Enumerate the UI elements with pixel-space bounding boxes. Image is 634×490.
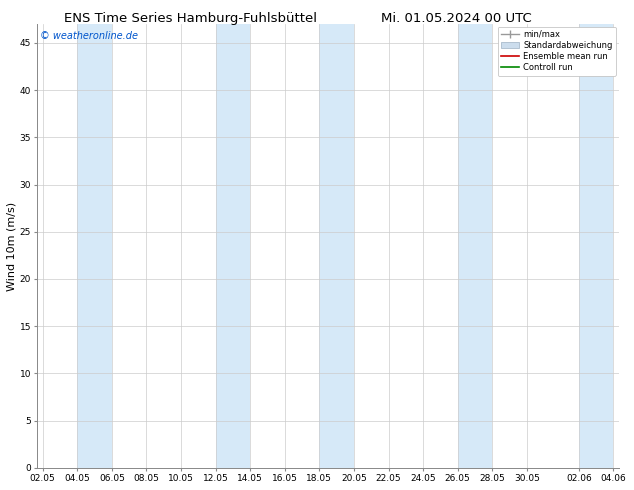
Text: © weatheronline.de: © weatheronline.de <box>41 31 138 41</box>
Y-axis label: Wind 10m (m/s): Wind 10m (m/s) <box>7 201 17 291</box>
Bar <box>320 24 354 468</box>
Text: Mi. 01.05.2024 00 UTC: Mi. 01.05.2024 00 UTC <box>381 12 532 25</box>
Text: ENS Time Series Hamburg-Fuhlsbüttel: ENS Time Series Hamburg-Fuhlsbüttel <box>63 12 317 25</box>
Bar <box>458 24 493 468</box>
Legend: min/max, Standardabweichung, Ensemble mean run, Controll run: min/max, Standardabweichung, Ensemble me… <box>498 26 616 75</box>
Bar <box>216 24 250 468</box>
Bar <box>579 24 613 468</box>
Bar <box>77 24 112 468</box>
